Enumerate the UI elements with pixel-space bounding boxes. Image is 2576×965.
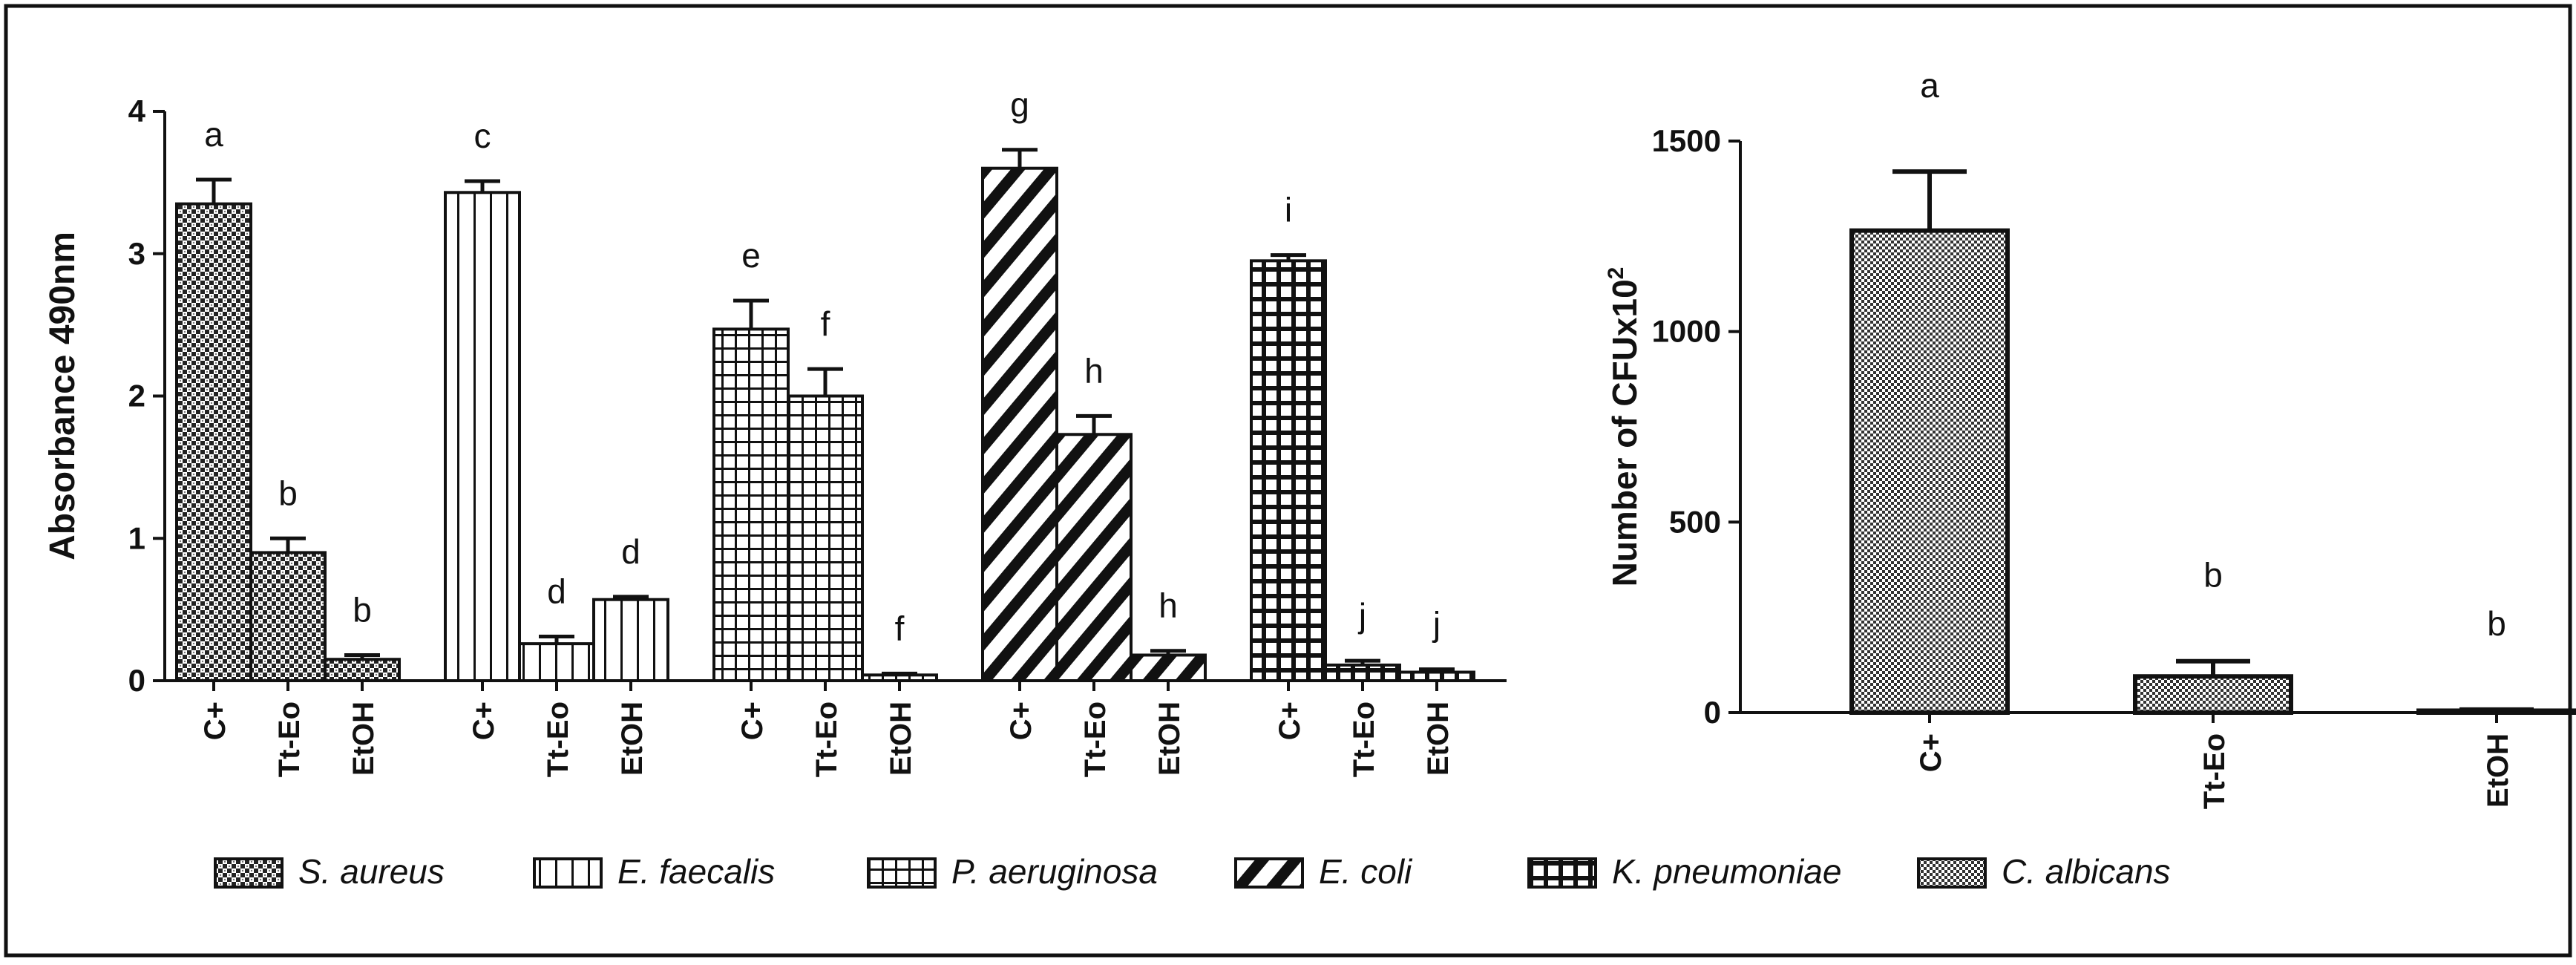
bar xyxy=(324,658,401,682)
x-tick-label: C+ xyxy=(199,701,232,740)
y-tick-label: 1 xyxy=(128,520,145,555)
x-tick-label: EtOH xyxy=(2482,733,2514,808)
significance-letter: b xyxy=(2203,556,2223,595)
x-tick-label: Tt-Eo xyxy=(1348,701,1380,777)
significance-letter: d xyxy=(547,572,566,611)
y-axis-title-superscript: 2 xyxy=(1604,267,1628,280)
bar xyxy=(787,394,864,682)
bar xyxy=(1130,653,1207,682)
significance-letter: b xyxy=(2487,604,2506,643)
legend-label: E. faecalis xyxy=(617,852,775,891)
bar xyxy=(1849,228,2010,715)
legend-label: E. coli xyxy=(1319,852,1413,891)
bar xyxy=(861,673,938,683)
legend-swatch xyxy=(1527,857,1597,889)
significance-letter: d xyxy=(621,532,640,571)
x-tick-label: EtOH xyxy=(616,701,649,776)
legend-swatch xyxy=(533,857,603,889)
y-tick-label: 2 xyxy=(128,379,145,413)
x-tick-label: Tt-Eo xyxy=(2198,733,2231,809)
significance-letter: h xyxy=(1084,351,1104,390)
absorbance-chart: 0 1 2 3 4 Absorbance 490nm a C+ b Tt-Eo b EtOH c C+ d T… xyxy=(43,85,1507,777)
x-tick-label: Tt-Eo xyxy=(542,701,574,777)
significance-letter: h xyxy=(1158,586,1178,625)
cfu-chart: 0 500 1000 1500 Number of CFUx102 a C+ b Tt-Eo b E… xyxy=(1604,66,2576,809)
legend-swatch xyxy=(1234,857,1304,889)
significance-letter: j xyxy=(1357,596,1366,635)
x-tick-label: C+ xyxy=(1005,701,1038,740)
legend: S. aureus E. faecalis P. aeruginosa E. coli… xyxy=(214,852,2171,891)
x-tick-label: EtOH xyxy=(1422,701,1455,776)
y-tick-label: 500 xyxy=(1669,504,1721,539)
legend-label: C. albicans xyxy=(2002,852,2171,891)
bar xyxy=(444,191,521,682)
y-tick-label: 3 xyxy=(128,236,145,271)
significance-letter: f xyxy=(821,304,830,343)
bar xyxy=(592,598,669,683)
legend-swatch xyxy=(1917,857,1987,889)
significance-letter: f xyxy=(895,609,905,647)
bar xyxy=(518,642,595,683)
y-tick-label: 0 xyxy=(1704,695,1721,730)
significance-letter: b xyxy=(353,590,372,629)
x-tick-label: Tt-Eo xyxy=(1079,701,1112,777)
y-tick-label: 1500 xyxy=(1652,123,1721,158)
significance-letter: j xyxy=(1432,605,1441,644)
bar xyxy=(249,551,327,682)
significance-letter: a xyxy=(204,115,223,154)
y-axis-title: Number of CFUx102 xyxy=(1604,267,1644,587)
legend-swatch xyxy=(867,857,937,889)
significance-letter: a xyxy=(1920,66,1939,105)
legend-swatch xyxy=(214,857,284,889)
significance-letter: b xyxy=(278,474,298,512)
y-tick-label: 0 xyxy=(128,663,145,698)
bar xyxy=(2133,674,2293,716)
x-tick-label: EtOH xyxy=(1153,701,1186,776)
y-axis-title: Absorbance 490nm xyxy=(43,232,82,560)
significance-letter: i xyxy=(1285,191,1292,229)
y-tick-label: 1000 xyxy=(1652,314,1721,349)
significance-letter: c xyxy=(474,117,491,155)
x-tick-label: Tt-Eo xyxy=(810,701,843,777)
significance-letter: g xyxy=(1010,85,1029,124)
bar xyxy=(1324,663,1401,682)
bar xyxy=(1055,433,1133,683)
bar xyxy=(712,327,790,682)
bar xyxy=(175,202,252,682)
y-tick-label: 4 xyxy=(128,94,146,128)
bar xyxy=(1398,670,1475,682)
x-tick-label: EtOH xyxy=(347,701,380,776)
legend-label: K. pneumoniae xyxy=(1612,852,1841,891)
y-axis-title-main: Number of CFUx10 xyxy=(1605,279,1644,586)
significance-letter: e xyxy=(741,236,761,275)
x-tick-label: C+ xyxy=(1915,733,1947,772)
x-tick-label: C+ xyxy=(736,701,769,740)
x-tick-label: EtOH xyxy=(885,701,917,776)
bar xyxy=(1250,259,1327,682)
legend-label: P. aeruginosa xyxy=(951,852,1158,891)
legend-label: S. aureus xyxy=(298,852,445,891)
x-tick-label: C+ xyxy=(468,701,500,740)
x-tick-label: Tt-Eo xyxy=(273,701,306,777)
bar xyxy=(981,166,1058,682)
x-tick-label: C+ xyxy=(1274,701,1306,740)
